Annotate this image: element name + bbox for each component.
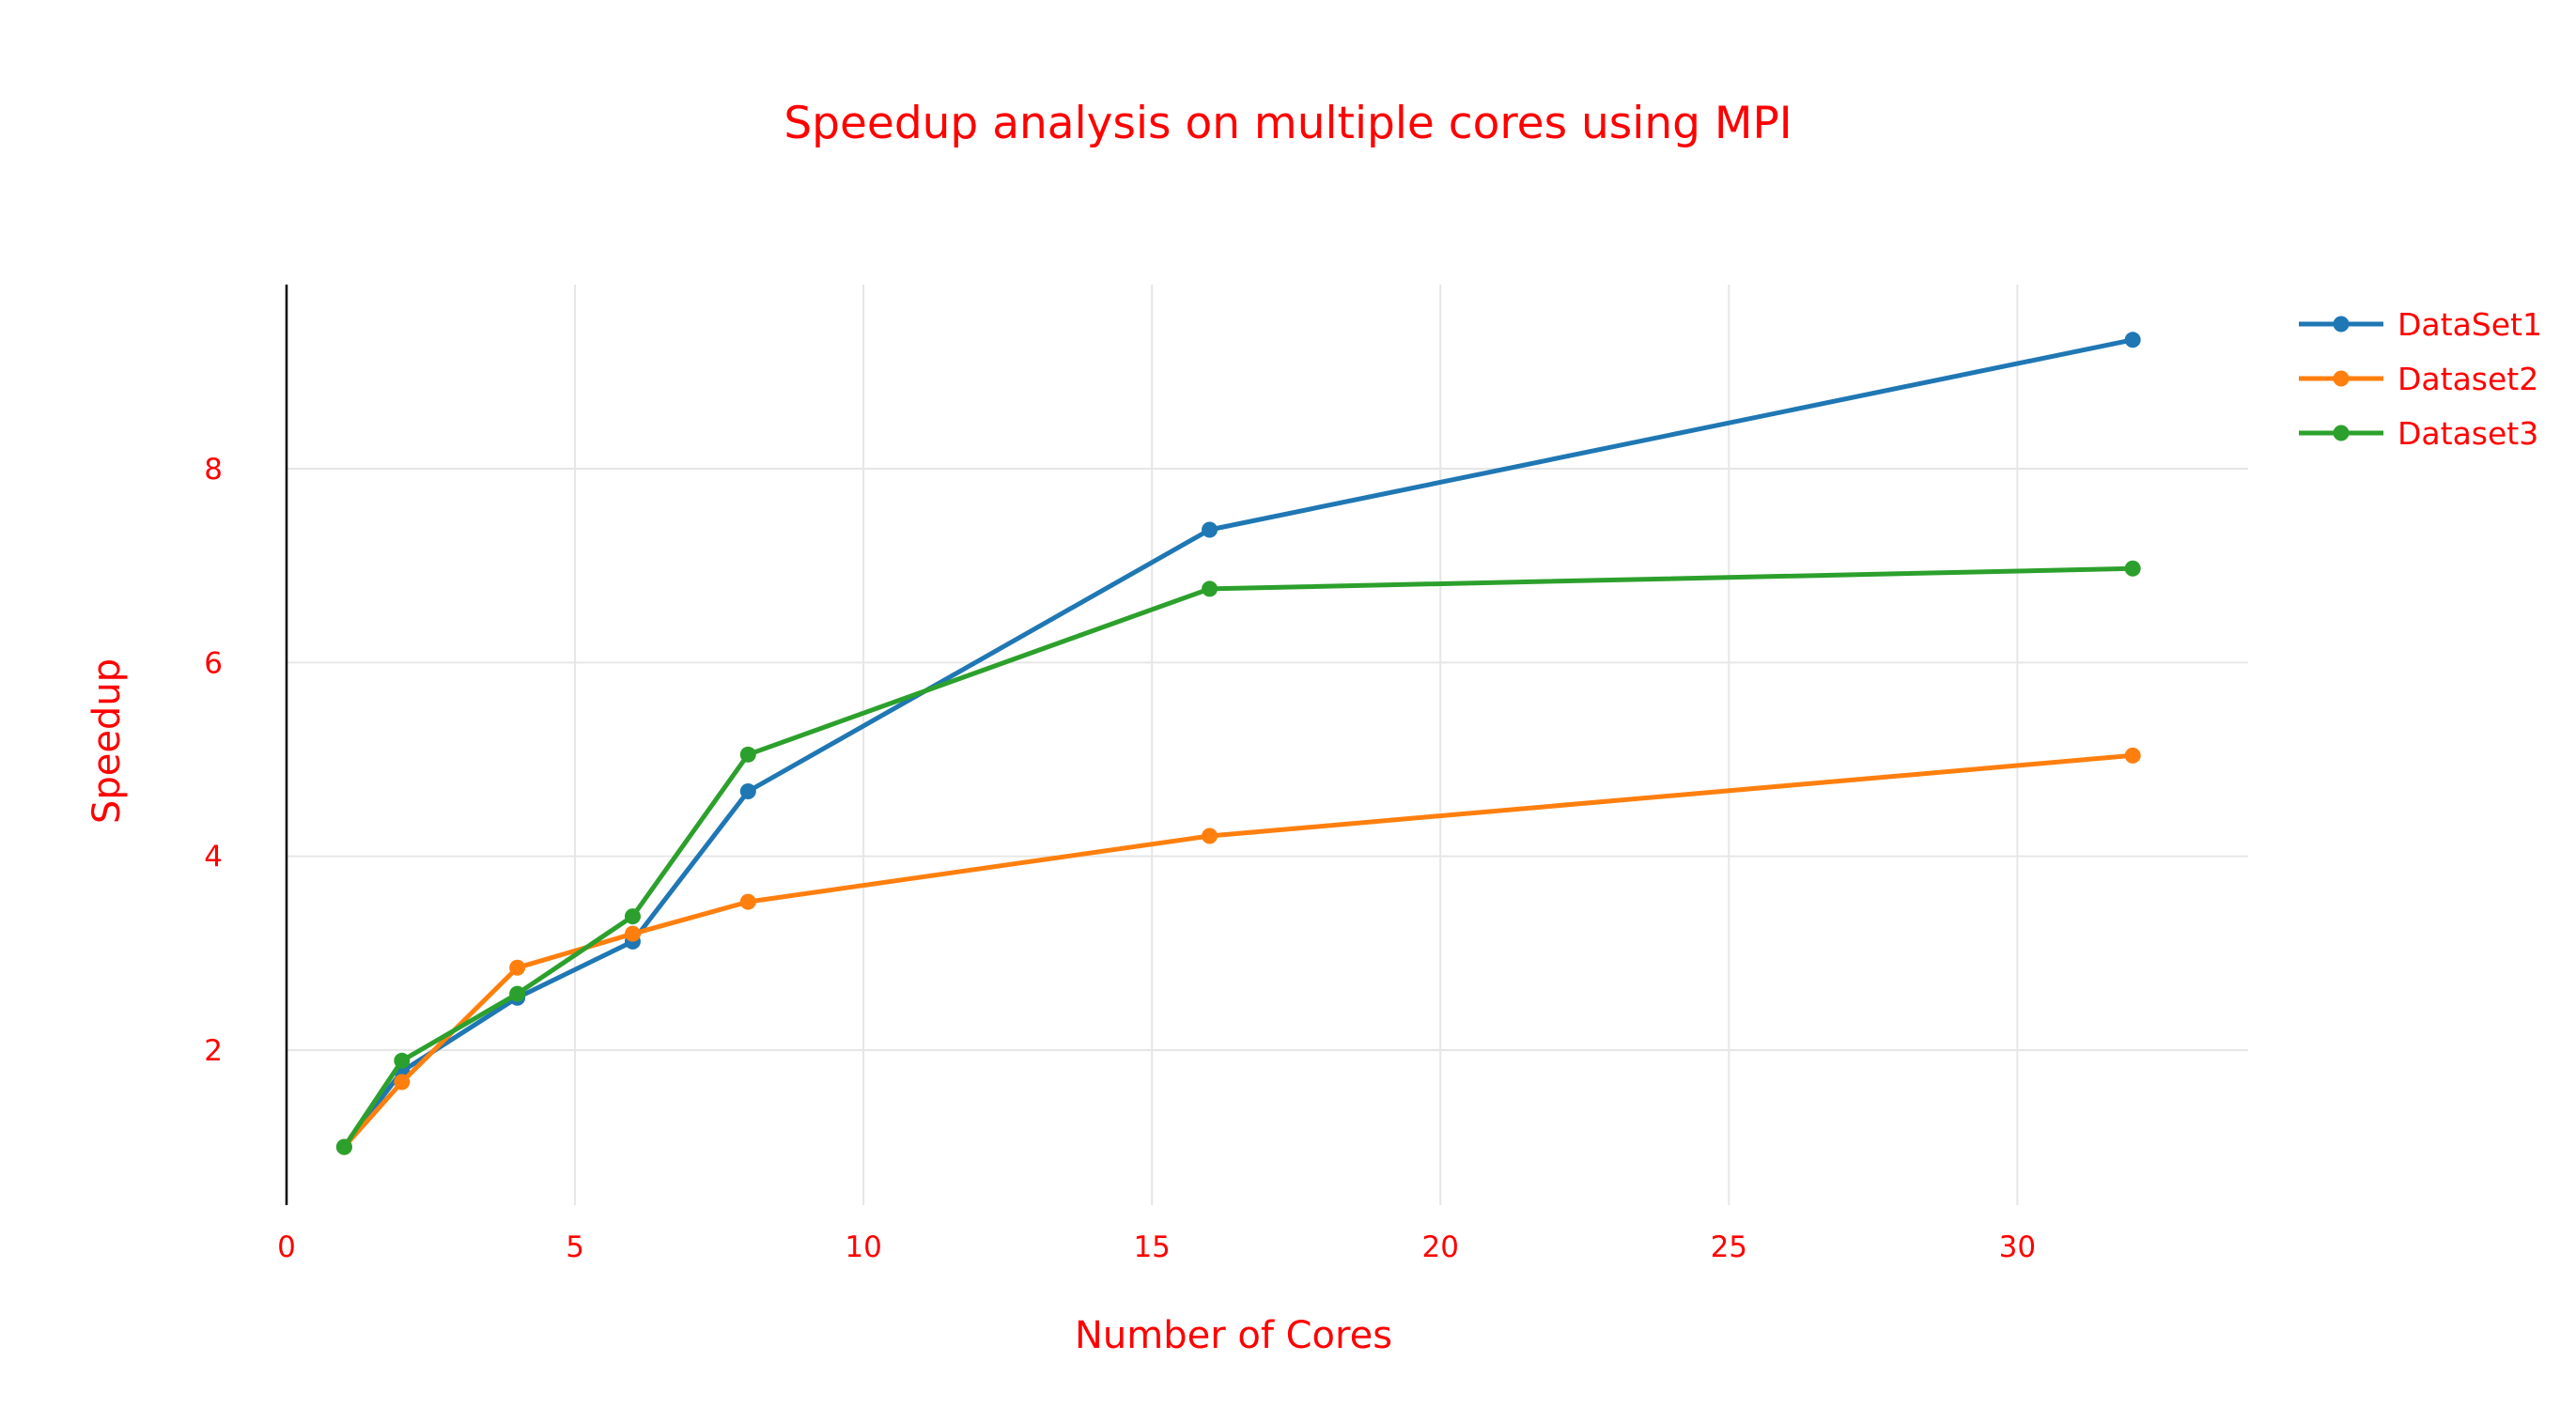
data-point[interactable] [624,925,641,942]
series-group [335,332,2141,1155]
data-point[interactable] [394,1052,411,1069]
data-point[interactable] [1202,828,1218,844]
x-tick-label: 20 [1422,1230,1459,1264]
x-tick-label: 25 [1711,1230,1747,1264]
data-point[interactable] [739,783,756,800]
data-point[interactable] [739,893,756,910]
legend-item[interactable]: DataSet1 [2299,306,2542,343]
data-point[interactable] [739,746,756,763]
legend-item[interactable]: Dataset3 [2299,415,2538,452]
legend-label: DataSet1 [2398,306,2542,343]
data-point[interactable] [2124,332,2141,348]
x-tick-label: 15 [1133,1230,1170,1264]
data-point[interactable] [509,985,526,1002]
legend-item[interactable]: Dataset2 [2299,361,2538,397]
data-point[interactable] [624,908,641,925]
legend-label: Dataset2 [2398,361,2538,397]
legend: DataSet1 Dataset2 Dataset3 [2299,306,2542,452]
y-tick-label: 4 [204,841,223,874]
data-point[interactable] [1202,580,1218,597]
legend-label: Dataset3 [2398,415,2538,452]
x-tick-label: 30 [1999,1230,2036,1264]
data-point[interactable] [335,1138,352,1155]
y-axis-title: Speedup [85,658,129,824]
grid [287,285,2248,1205]
y-tick-label: 6 [204,646,223,680]
y-tick-label: 2 [204,1034,223,1068]
legend-swatch-marker [2333,316,2350,333]
data-point[interactable] [2124,747,2141,764]
y-tick-label: 8 [204,453,223,487]
legend-swatch-marker [2333,425,2350,441]
x-tick-label: 5 [566,1230,584,1264]
chart-title: Speedup analysis on multiple cores using… [784,98,1792,149]
x-axis-title: Number of Cores [1075,1314,1392,1357]
x-tick-label: 0 [277,1230,296,1264]
y-axis-ticks: 2 4 6 8 [204,453,223,1068]
data-point[interactable] [2124,560,2141,577]
data-point[interactable] [509,959,526,976]
data-point[interactable] [394,1074,411,1090]
data-point[interactable] [1202,521,1218,538]
x-axis-ticks: 0 5 10 15 20 25 30 [277,1230,2036,1264]
x-tick-label: 10 [845,1230,881,1264]
legend-swatch-marker [2333,370,2350,387]
series-dataset3 [335,560,2141,1155]
